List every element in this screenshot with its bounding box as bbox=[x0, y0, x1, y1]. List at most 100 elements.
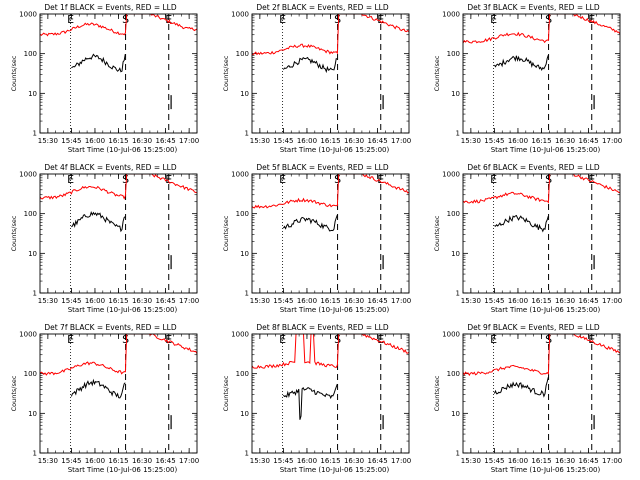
series-lld-line bbox=[252, 14, 409, 56]
x-tick-label: 16:30 bbox=[132, 457, 152, 465]
x-tick-label: 16:00 bbox=[85, 297, 105, 305]
x-tick-label: 15:30 bbox=[250, 297, 270, 305]
x-tick-label: 16:00 bbox=[508, 297, 528, 305]
panel-title: Det 9f BLACK = Events, RED = LLD bbox=[467, 323, 600, 332]
x-tick-label: 16:00 bbox=[85, 457, 105, 465]
x-tick-label: 15:45 bbox=[273, 137, 293, 145]
marker-label: S bbox=[122, 333, 129, 346]
y-tick-label: 100 bbox=[236, 370, 249, 378]
y-tick-label: 100 bbox=[236, 210, 249, 218]
y-tick-label: 1000 bbox=[19, 331, 37, 339]
data-layer bbox=[40, 174, 197, 270]
plot-frame bbox=[251, 13, 410, 134]
marker-label: E bbox=[279, 13, 286, 26]
series-lld-line bbox=[463, 14, 620, 44]
y-tick-label: 1000 bbox=[442, 331, 460, 339]
x-tick-label: 15:45 bbox=[484, 457, 504, 465]
x-tick-label: 16:15 bbox=[108, 297, 128, 305]
data-layer bbox=[252, 174, 409, 270]
x-tick-label: 15:45 bbox=[484, 297, 504, 305]
x-tick-label: 16:45 bbox=[579, 297, 599, 305]
y-tick-label: 10 bbox=[28, 250, 37, 258]
y-tick-label: 1 bbox=[245, 450, 249, 458]
panel-5: Det 5f BLACK = Events, RED = LLD Counts/s… bbox=[222, 163, 411, 314]
x-tick-label: 15:30 bbox=[250, 137, 270, 145]
x-tick-label: 17:00 bbox=[602, 457, 622, 465]
marker-label: S bbox=[334, 13, 341, 26]
x-tick-label: 16:30 bbox=[344, 457, 364, 465]
x-tick-label: 16:00 bbox=[297, 297, 317, 305]
x-tick-label: 15:30 bbox=[461, 297, 481, 305]
x-tick-label: 16:00 bbox=[85, 137, 105, 145]
y-axis-label: Counts/sec bbox=[222, 375, 230, 411]
y-tick-label: 10 bbox=[28, 410, 37, 418]
y-tick-label: 100 bbox=[447, 210, 460, 218]
marker-label: E bbox=[490, 173, 497, 186]
data-layer bbox=[252, 334, 409, 430]
plot-frame bbox=[251, 173, 410, 294]
x-tick-label: 17:00 bbox=[179, 137, 199, 145]
x-tick-label: 15:45 bbox=[273, 457, 293, 465]
y-axis-label: Counts/sec bbox=[433, 55, 441, 91]
panel-7: Det 7f BLACK = Events, RED = LLD Counts/s… bbox=[10, 323, 199, 474]
marker-label: S bbox=[122, 173, 129, 186]
x-tick-label: 17:00 bbox=[179, 297, 199, 305]
plot-frame bbox=[39, 333, 198, 454]
x-tick-label: 17:00 bbox=[391, 297, 411, 305]
marker-label: S bbox=[545, 173, 552, 186]
panel-title: Det 2f BLACK = Events, RED = LLD bbox=[256, 3, 389, 12]
plot-frame bbox=[39, 13, 198, 134]
y-tick-label: 1 bbox=[33, 130, 37, 138]
x-tick-label: 17:00 bbox=[391, 457, 411, 465]
x-tick-label: 16:30 bbox=[132, 137, 152, 145]
x-axis-label: Start Time (10-Jul-06 15:25:00) bbox=[280, 146, 390, 154]
x-axis-label: Start Time (10-Jul-06 15:25:00) bbox=[491, 146, 601, 154]
x-tick-label: 16:15 bbox=[320, 457, 340, 465]
x-axis-label: Start Time (10-Jul-06 15:25:00) bbox=[68, 146, 178, 154]
plot-frame bbox=[462, 173, 621, 294]
data-layer bbox=[463, 174, 620, 270]
data-layer bbox=[252, 14, 409, 110]
series-events-line bbox=[283, 383, 338, 420]
panel-title: Det 6f BLACK = Events, RED = LLD bbox=[467, 163, 600, 172]
x-tick-label: 15:30 bbox=[38, 297, 58, 305]
marker-label: E bbox=[588, 333, 595, 346]
marker-label: E bbox=[588, 13, 595, 26]
x-tick-label: 16:30 bbox=[555, 457, 575, 465]
x-tick-label: 16:45 bbox=[156, 457, 176, 465]
series-lld-line bbox=[252, 174, 409, 209]
marker-label: S bbox=[334, 173, 341, 186]
plot-frame bbox=[462, 333, 621, 454]
marker-label: S bbox=[122, 13, 129, 26]
marker-label: E bbox=[67, 333, 74, 346]
x-tick-label: 16:15 bbox=[531, 457, 551, 465]
y-tick-label: 1 bbox=[245, 130, 249, 138]
marker-label: E bbox=[588, 173, 595, 186]
panel-2: Det 2f BLACK = Events, RED = LLD Counts/s… bbox=[222, 3, 411, 154]
panel-1: Det 1f BLACK = Events, RED = LLD Counts/s… bbox=[10, 3, 199, 154]
marker-label: E bbox=[165, 333, 172, 346]
y-tick-label: 100 bbox=[24, 50, 37, 58]
panel-6: Det 6f BLACK = Events, RED = LLD Counts/s… bbox=[433, 163, 622, 314]
x-tick-label: 16:00 bbox=[297, 137, 317, 145]
x-tick-label: 15:45 bbox=[61, 297, 81, 305]
x-axis-label: Start Time (10-Jul-06 15:25:00) bbox=[491, 306, 601, 314]
y-tick-label: 1 bbox=[245, 290, 249, 298]
x-tick-label: 17:00 bbox=[179, 457, 199, 465]
x-axis-label: Start Time (10-Jul-06 15:25:00) bbox=[68, 306, 178, 314]
y-tick-label: 1 bbox=[33, 290, 37, 298]
x-tick-label: 16:45 bbox=[368, 297, 388, 305]
y-tick-label: 10 bbox=[28, 90, 37, 98]
x-tick-label: 16:15 bbox=[108, 137, 128, 145]
panel-8: Det 8f BLACK = Events, RED = LLD Counts/s… bbox=[222, 323, 411, 474]
marker-label: E bbox=[67, 173, 74, 186]
x-tick-label: 15:45 bbox=[273, 297, 293, 305]
y-tick-label: 10 bbox=[451, 250, 460, 258]
x-tick-label: 17:00 bbox=[391, 137, 411, 145]
series-lld-line bbox=[40, 334, 197, 376]
y-tick-label: 1000 bbox=[442, 11, 460, 19]
panel-9: Det 9f BLACK = Events, RED = LLD Counts/s… bbox=[433, 323, 622, 474]
y-tick-label: 1000 bbox=[231, 171, 249, 179]
panel-title: Det 4f BLACK = Events, RED = LLD bbox=[44, 163, 177, 172]
y-tick-label: 1000 bbox=[19, 11, 37, 19]
